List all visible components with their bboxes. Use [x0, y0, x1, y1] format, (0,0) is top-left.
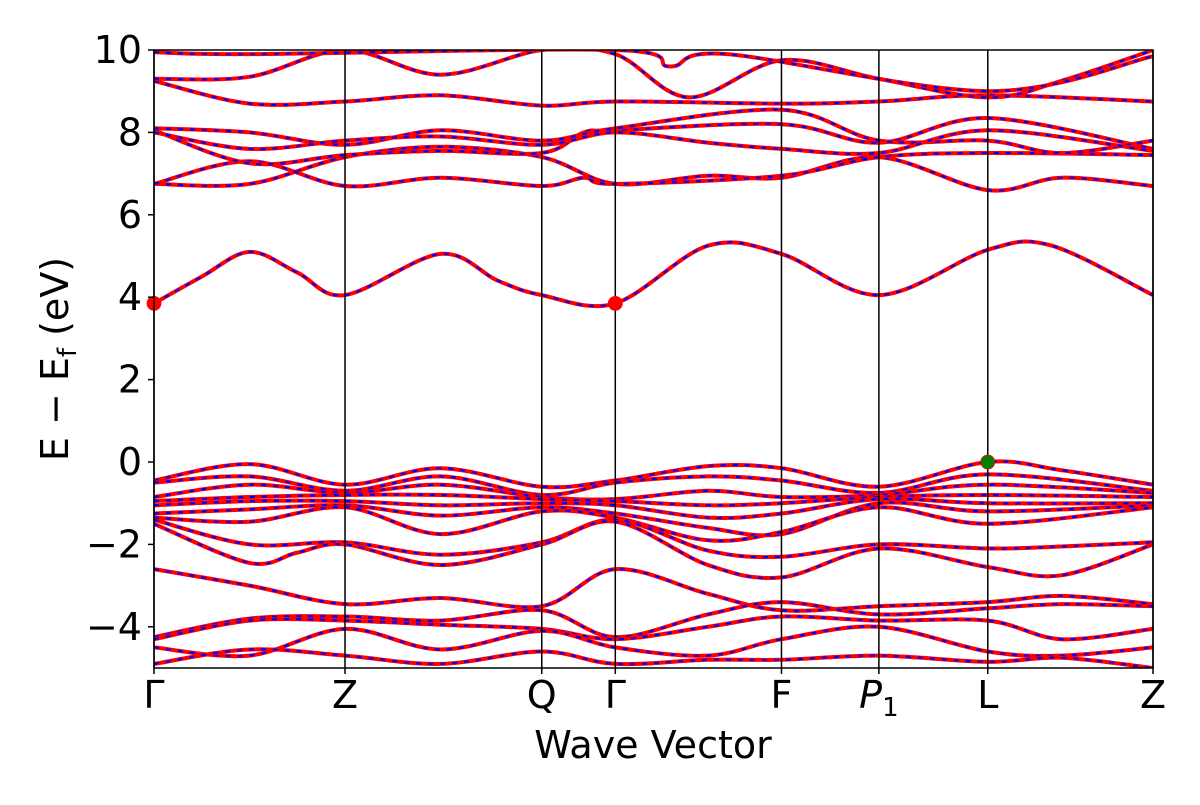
x-tick-label-1: Z [332, 673, 358, 717]
band-9-red [154, 50, 1153, 94]
band-1-blue [154, 240, 1153, 308]
band-3-blue [154, 151, 1153, 188]
band-22-blue [154, 625, 1153, 658]
band-4-blue [154, 116, 1153, 166]
band-23-blue [154, 648, 1153, 668]
extrema-markers [146, 295, 996, 470]
y-axis: −4 −2 0 2 4 6 8 10 [86, 28, 154, 649]
x-tick-label-2: Q [527, 673, 557, 717]
band-21-red [154, 614, 1153, 642]
y-axis-label-sub: f [53, 347, 83, 357]
band-16-blue [154, 506, 1153, 542]
bands-layer [154, 50, 1153, 668]
y-tick-label-3: 2 [118, 358, 142, 402]
y-axis-label-unit: (eV) [33, 257, 77, 348]
x-tick-label-7: Z [1140, 673, 1166, 717]
y-tick-label-4: 4 [118, 275, 142, 319]
x-axis: Γ Z Q Γ F P1 L Z [143, 668, 1166, 723]
band-13-red [154, 492, 1153, 508]
band-11-blue [154, 473, 1153, 497]
y-tick-label-1: −2 [86, 522, 142, 566]
band-12-blue [154, 483, 1153, 501]
marker-vbm-2 [980, 454, 996, 470]
x-tick-label-4: F [771, 673, 793, 717]
y-axis-label: E − Ef (eV) [33, 257, 83, 461]
band-21-blue [154, 615, 1153, 641]
band-15-blue [154, 501, 1153, 537]
band-14-red [154, 496, 1153, 521]
band-9-blue [154, 50, 1153, 93]
y-tick-label-2: 0 [118, 440, 142, 484]
band-7-blue [154, 79, 1153, 107]
y-tick-label-7: 10 [94, 28, 142, 72]
band-20-blue [154, 600, 1153, 639]
marker-cbm-1 [607, 295, 623, 311]
x-tick-label-0: Γ [143, 673, 164, 717]
band-19-red [154, 567, 1153, 613]
band-10-blue [154, 460, 1153, 489]
x-tick-label-5: P1 [859, 673, 898, 723]
band-1-red [154, 239, 1153, 309]
x-tick-label-3: Γ [605, 673, 626, 717]
y-tick-label-0: −4 [86, 605, 142, 649]
plot-frame [153, 49, 1154, 669]
x-axis-label: Wave Vector [534, 723, 772, 767]
band-6-blue [154, 129, 1153, 156]
y-tick-label-6: 8 [118, 110, 142, 154]
y-tick-label-5: 6 [118, 193, 142, 237]
x-tick-label-6: L [977, 673, 998, 717]
y-axis-label-main: E − E [33, 357, 77, 461]
band-7-red [154, 78, 1153, 108]
